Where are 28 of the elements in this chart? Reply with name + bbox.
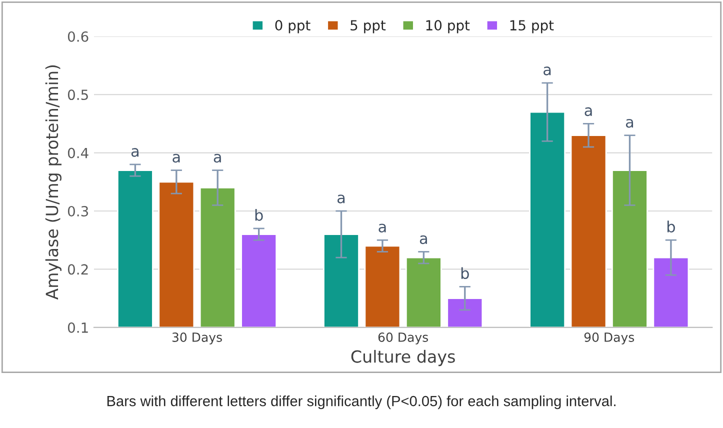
data-label: a [544, 66, 551, 76]
x-tick-label: 60 Days [378, 332, 428, 344]
y-tick-label: 0.4 [68, 148, 88, 158]
data-label: a [420, 235, 427, 244]
data-label: a [378, 224, 386, 232]
data-label: b [667, 220, 675, 232]
data-label: a [626, 118, 634, 128]
data-label: b [255, 209, 263, 221]
y-tick-label: 0.3 [68, 206, 88, 216]
x-tick-label: 90 Days [584, 332, 634, 344]
y-tick-label: 0.5 [68, 90, 88, 100]
y-tick-label: 0.1 [68, 322, 88, 333]
legend-label: 5 ppt [350, 20, 386, 34]
data-label: b [461, 267, 469, 280]
y-tick-label: 0.2 [68, 264, 88, 275]
y-tick-label: 0.6 [68, 31, 88, 42]
y-axis-title: Amylase (U/mg protein/min) [45, 65, 62, 300]
data-label: a [214, 154, 221, 163]
data-label: a [172, 154, 180, 163]
x-axis-title: Culture days [351, 350, 455, 366]
data-label: a [584, 107, 592, 116]
data-label: a [131, 148, 138, 157]
x-tick-label: 30 Days [172, 332, 222, 344]
legend-label: 0 ppt [275, 20, 310, 34]
data-label: a [337, 194, 345, 204]
text: Bars with different letters differ significantly (P<0.05) for each sampling interval. [107, 396, 616, 410]
legend-label: 10 ppt [426, 20, 470, 34]
legend-label: 15 ppt [510, 20, 554, 34]
